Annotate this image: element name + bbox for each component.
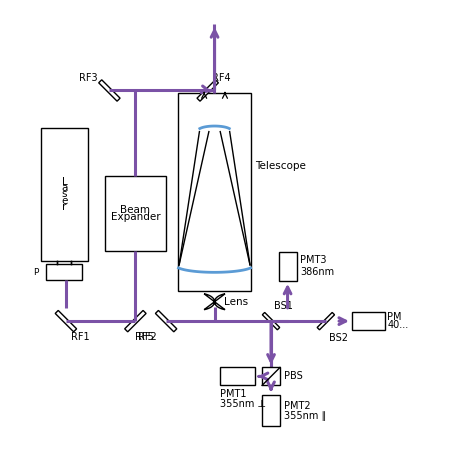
- Bar: [105, 175, 166, 251]
- Polygon shape: [99, 80, 120, 101]
- Polygon shape: [125, 310, 146, 332]
- Bar: [352, 312, 385, 330]
- Text: e: e: [61, 196, 68, 206]
- Text: RF4: RF4: [212, 73, 231, 83]
- Bar: [262, 395, 280, 426]
- Polygon shape: [204, 294, 225, 310]
- Text: PMT3: PMT3: [301, 255, 327, 265]
- Bar: [279, 252, 297, 281]
- Text: RF5: RF5: [136, 331, 154, 342]
- Text: Lens: Lens: [224, 297, 248, 307]
- Text: RF1: RF1: [71, 331, 89, 342]
- Bar: [178, 93, 251, 292]
- Text: Beam: Beam: [120, 205, 150, 215]
- Polygon shape: [55, 310, 77, 332]
- Text: PM: PM: [387, 312, 402, 322]
- Text: Expander: Expander: [110, 211, 160, 221]
- Text: 355nm ⊥: 355nm ⊥: [219, 399, 265, 409]
- Polygon shape: [155, 310, 177, 332]
- Text: PBS: PBS: [284, 372, 302, 382]
- Text: BS1: BS1: [274, 301, 293, 311]
- Text: 386nm: 386nm: [301, 267, 335, 277]
- Text: s: s: [62, 190, 67, 200]
- Text: a: a: [61, 183, 68, 193]
- Bar: [46, 264, 82, 281]
- Text: L: L: [62, 177, 67, 187]
- Polygon shape: [197, 80, 219, 101]
- Text: PMT1: PMT1: [219, 389, 246, 399]
- Polygon shape: [262, 312, 280, 330]
- Text: RF3: RF3: [79, 73, 97, 83]
- Text: RF2: RF2: [138, 331, 156, 342]
- Text: Telescope: Telescope: [255, 161, 306, 171]
- Text: BS2: BS2: [329, 333, 348, 343]
- Bar: [262, 367, 280, 385]
- Text: r: r: [62, 202, 67, 212]
- Text: 40...: 40...: [387, 320, 409, 330]
- Polygon shape: [317, 312, 335, 330]
- Bar: [41, 128, 88, 261]
- Text: PMT2: PMT2: [284, 401, 310, 410]
- Text: 355nm ∥: 355nm ∥: [284, 411, 326, 421]
- Text: P: P: [34, 268, 39, 277]
- Bar: [219, 367, 255, 385]
